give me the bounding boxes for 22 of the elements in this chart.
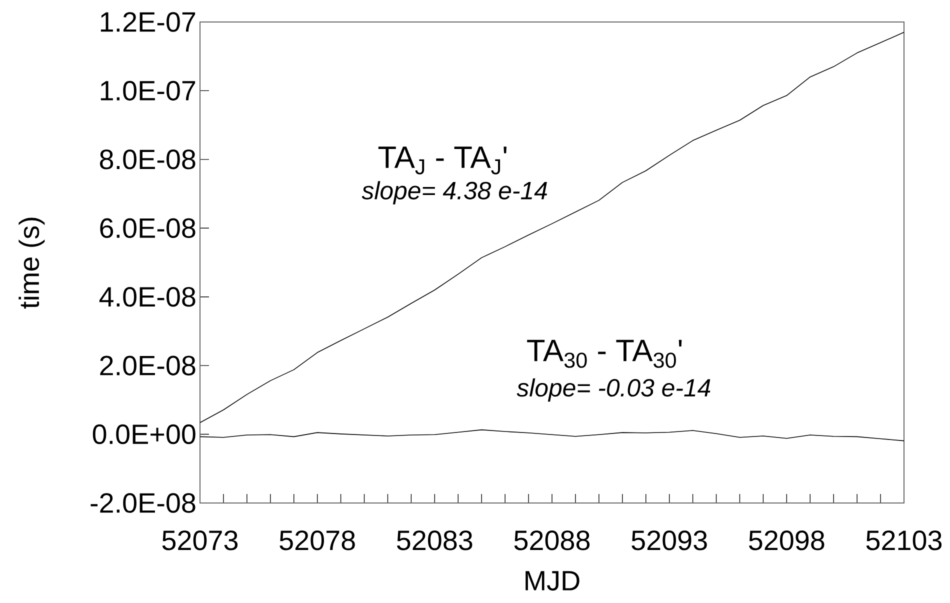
x-tick-label: 52078 xyxy=(280,530,355,550)
annotation: slope= -0.03 e-14 xyxy=(516,378,710,402)
y-tick-label: 1.0E-07 xyxy=(100,80,196,101)
annotation: TA$_{30}$ - TA$_{30}$' xyxy=(527,340,682,368)
line-series xyxy=(200,32,904,423)
x-tick-label: 52098 xyxy=(748,530,824,550)
x-tick-label: 52088 xyxy=(514,530,590,550)
y-axis-title: time (s) xyxy=(18,218,45,309)
y-tick-label: 6.0E-08 xyxy=(100,218,196,238)
y-tick-label: 1.2E-07 xyxy=(100,12,196,32)
x-axis-title: MJD xyxy=(526,571,580,591)
y-tick-label: 8.0E-08 xyxy=(100,150,196,170)
x-tick-label: 52103 xyxy=(866,530,942,550)
y-tick-label: -2.0E-08 xyxy=(90,493,196,513)
x-tick-label: 52083 xyxy=(396,530,472,550)
y-tick-label: 2.0E-08 xyxy=(100,356,196,376)
y-tick-label: 4.0E-08 xyxy=(99,286,196,307)
x-tick-label: 52073 xyxy=(162,530,238,550)
y-tick-label: 0.0E+00 xyxy=(92,424,196,444)
annotation: slope= 4.38 e-14 xyxy=(362,181,547,204)
x-tick-label: 52093 xyxy=(632,530,707,550)
annotation: TA$_{J}$ - TA$_{J}$' xyxy=(378,146,506,174)
